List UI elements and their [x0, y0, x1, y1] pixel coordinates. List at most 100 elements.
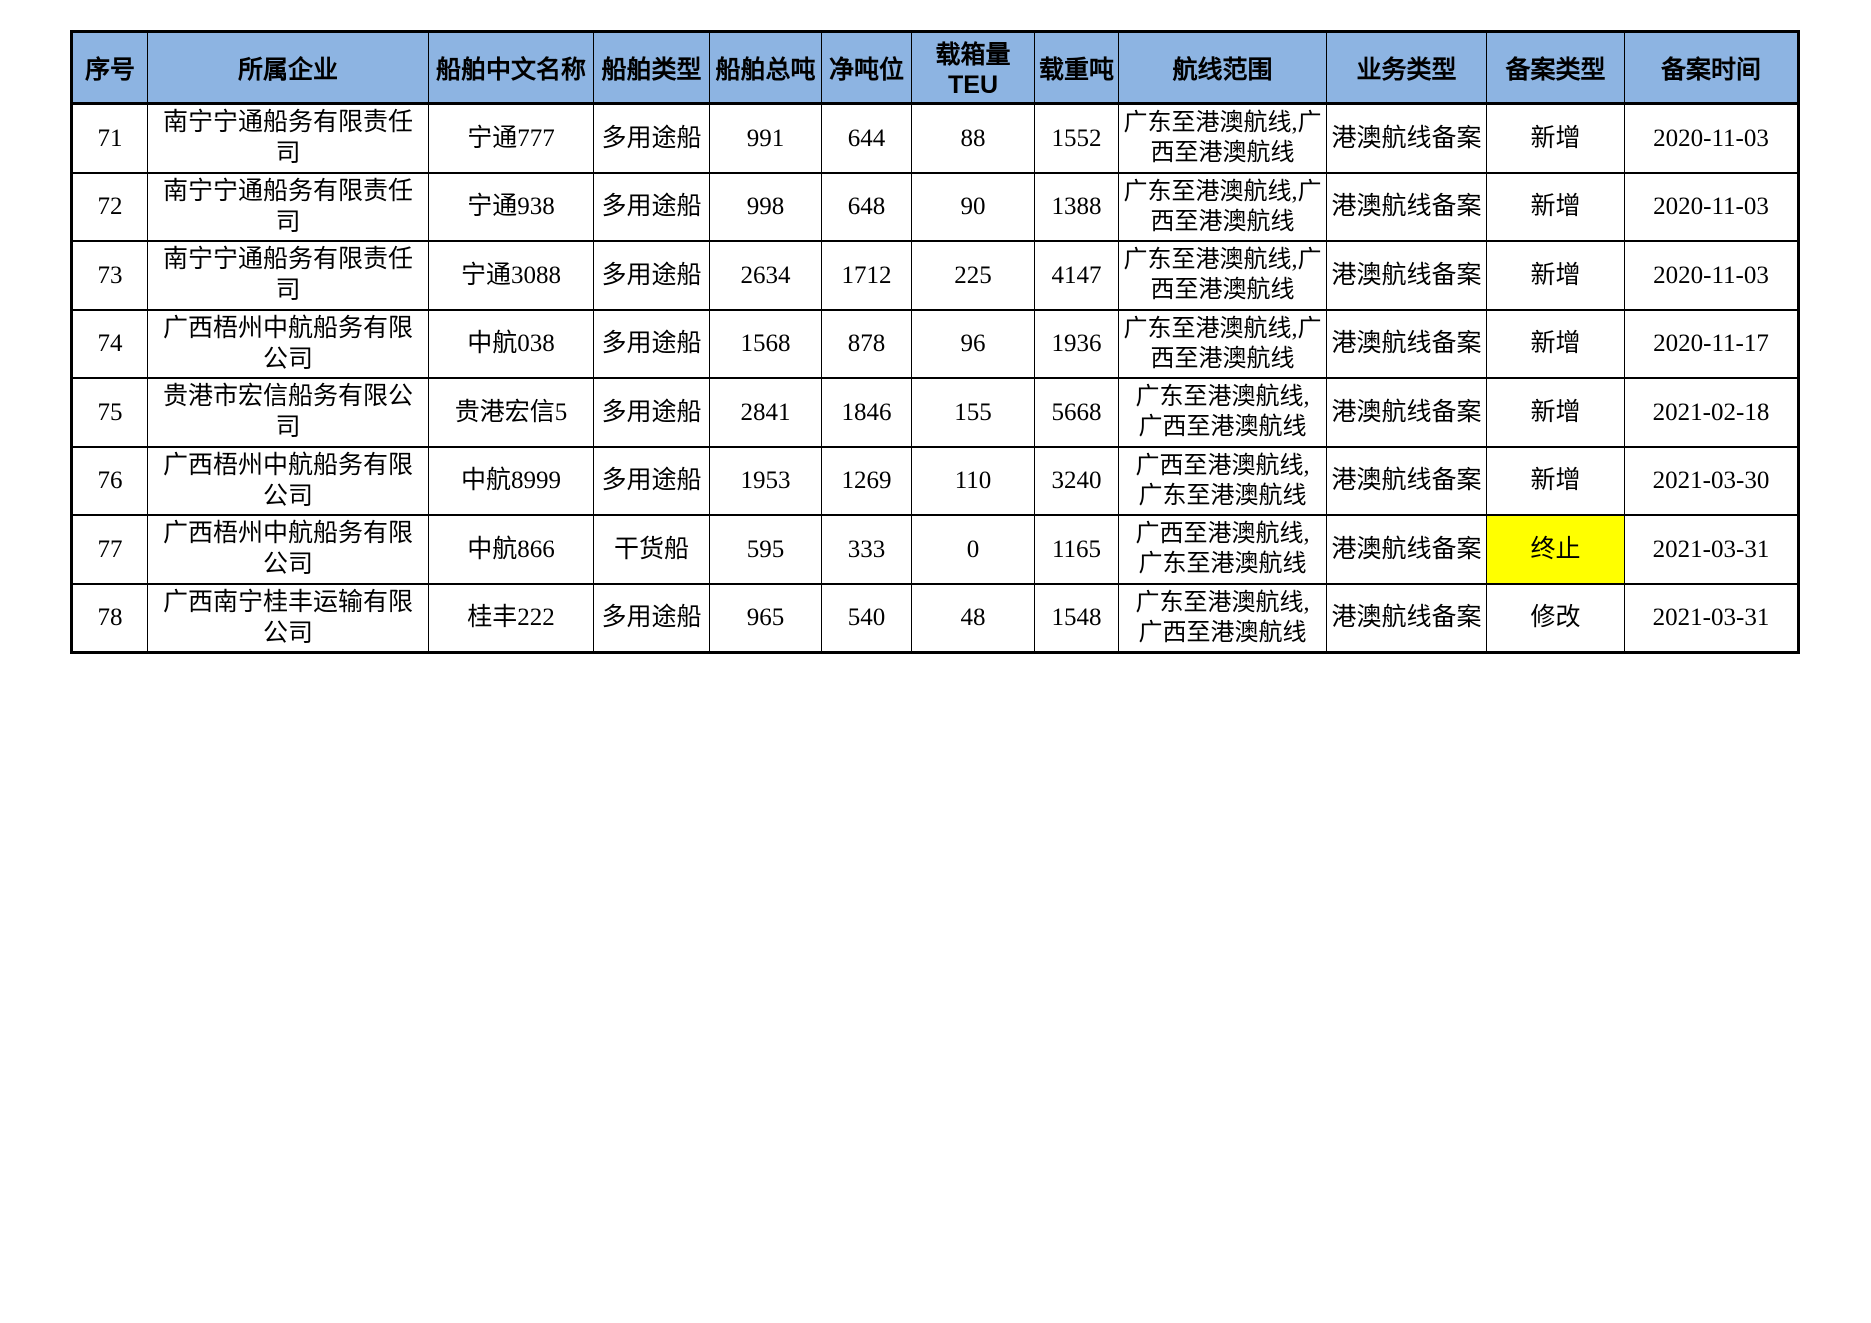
- table-cell-net_tonnage: 648: [821, 171, 912, 242]
- table-cell-ship_type: 多用途船: [593, 240, 710, 311]
- table-header-row: 序号 所属企业 船舶中文名称 船舶类型 船舶总吨 净吨位 载箱量TEU 载重吨 航线范围 业务类型…: [71, 30, 1799, 105]
- column-header-teu_capacity: 载箱量TEU: [911, 30, 1035, 105]
- table-cell-filing_type: 新增: [1486, 445, 1625, 516]
- table-cell-business_type: 港澳航线备案: [1326, 102, 1487, 174]
- table-cell-route_scope: 广西至港澳航线, 广东至港澳航线: [1118, 445, 1327, 516]
- table-cell-gross_tonnage: 965: [709, 582, 822, 654]
- table-cell-ship_type: 多用途船: [593, 308, 710, 379]
- ship-filing-table: 序号 所属企业 船舶中文名称 船舶类型 船舶总吨 净吨位 载箱量TEU 载重吨 航线范围 业务类型…: [70, 30, 1800, 654]
- table-cell-net_tonnage: 333: [821, 514, 912, 585]
- table-cell-gross_tonnage: 2634: [709, 240, 822, 311]
- column-header-route_scope: 航线范围: [1118, 30, 1327, 105]
- table-cell-teu_capacity: 96: [911, 308, 1035, 379]
- table-cell-filing_date: 2021-03-30: [1624, 445, 1799, 516]
- table-cell-ship_name_cn: 中航866: [428, 514, 594, 585]
- table-cell-route_scope: 广东至港澳航线,广西至港澳航线: [1118, 102, 1327, 174]
- table-cell-route_scope: 广东至港澳航线,广西至港澳航线: [1118, 171, 1327, 242]
- table-cell-net_tonnage: 644: [821, 102, 912, 174]
- table-cell-deadweight: 4147: [1034, 240, 1119, 311]
- table-cell-index: 78: [71, 582, 148, 654]
- table-row: 71 南宁宁通船务有限责任司 宁通777 多用途船 991 644 88 1552 广东至港澳航…: [71, 102, 1799, 174]
- column-header-company: 所属企业: [147, 30, 429, 105]
- table-cell-ship_type: 多用途船: [593, 377, 710, 448]
- table-row: 73 南宁宁通船务有限责任司 宁通3088 多用途船 2634 1712 225 4147 广东…: [71, 240, 1799, 311]
- table-cell-gross_tonnage: 1953: [709, 445, 822, 516]
- table-cell-business_type: 港澳航线备案: [1326, 377, 1487, 448]
- column-header-net_tonnage: 净吨位: [821, 30, 912, 105]
- column-header-ship_type: 船舶类型: [593, 30, 710, 105]
- table-cell-teu_capacity: 90: [911, 171, 1035, 242]
- table-cell-index: 71: [71, 102, 148, 174]
- table-cell-filing_date: 2020-11-03: [1624, 240, 1799, 311]
- table-cell-filing_date: 2021-03-31: [1624, 514, 1799, 585]
- table-cell-deadweight: 1548: [1034, 582, 1119, 654]
- table-cell-filing_type: 新增: [1486, 171, 1625, 242]
- table-cell-route_scope: 广西至港澳航线, 广东至港澳航线: [1118, 514, 1327, 585]
- table-cell-company: 南宁宁通船务有限责任司: [147, 240, 429, 311]
- table-cell-filing_date: 2021-03-31: [1624, 582, 1799, 654]
- ship-filing-sheet: 序号 所属企业 船舶中文名称 船舶类型 船舶总吨 净吨位 载箱量TEU 载重吨 航线范围 业务类型…: [70, 30, 1800, 654]
- table-cell-teu_capacity: 110: [911, 445, 1035, 516]
- table-cell-filing_date: 2020-11-03: [1624, 171, 1799, 242]
- table-cell-deadweight: 1936: [1034, 308, 1119, 379]
- table-cell-route_scope: 广东至港澳航线, 广西至港澳航线: [1118, 582, 1327, 654]
- table-cell-company: 南宁宁通船务有限责任司: [147, 102, 429, 174]
- table-cell-teu_capacity: 155: [911, 377, 1035, 448]
- table-cell-net_tonnage: 1846: [821, 377, 912, 448]
- column-header-business_type: 业务类型: [1326, 30, 1487, 105]
- table-cell-index: 75: [71, 377, 148, 448]
- table-cell-net_tonnage: 540: [821, 582, 912, 654]
- table-cell-business_type: 港澳航线备案: [1326, 514, 1487, 585]
- table-cell-filing_type: 修改: [1486, 582, 1625, 654]
- column-header-filing_date: 备案时间: [1624, 30, 1799, 105]
- table-cell-gross_tonnage: 998: [709, 171, 822, 242]
- table-cell-ship_type: 多用途船: [593, 102, 710, 174]
- table-cell-business_type: 港澳航线备案: [1326, 582, 1487, 654]
- table-cell-teu_capacity: 225: [911, 240, 1035, 311]
- table-cell-gross_tonnage: 2841: [709, 377, 822, 448]
- table-cell-index: 73: [71, 240, 148, 311]
- table-cell-filing_date: 2020-11-03: [1624, 102, 1799, 174]
- table-body: 71 南宁宁通船务有限责任司 宁通777 多用途船 991 644 88 1552 广东至港澳航…: [71, 102, 1799, 654]
- column-header-gross_tonnage: 船舶总吨: [709, 30, 822, 105]
- table-cell-business_type: 港澳航线备案: [1326, 171, 1487, 242]
- table-cell-index: 77: [71, 514, 148, 585]
- table-cell-index: 76: [71, 445, 148, 516]
- table-cell-deadweight: 1165: [1034, 514, 1119, 585]
- table-cell-ship_type: 干货船: [593, 514, 710, 585]
- table-cell-filing_date: 2020-11-17: [1624, 308, 1799, 379]
- table-cell-company: 广西梧州中航船务有限公司: [147, 514, 429, 585]
- table-cell-ship_type: 多用途船: [593, 445, 710, 516]
- table-cell-ship_name_cn: 中航8999: [428, 445, 594, 516]
- table-cell-ship_name_cn: 宁通938: [428, 171, 594, 242]
- table-cell-ship_name_cn: 中航038: [428, 308, 594, 379]
- table-cell-deadweight: 5668: [1034, 377, 1119, 448]
- table-cell-route_scope: 广东至港澳航线, 广西至港澳航线: [1118, 377, 1327, 448]
- table-cell-company: 贵港市宏信船务有限公司: [147, 377, 429, 448]
- table-cell-net_tonnage: 878: [821, 308, 912, 379]
- table-cell-route_scope: 广东至港澳航线,广西至港澳航线: [1118, 308, 1327, 379]
- table-cell-gross_tonnage: 991: [709, 102, 822, 174]
- table-row: 78 广西南宁桂丰运输有限公司 桂丰222 多用途船 965 540 48 1548 广东至港澳…: [71, 582, 1799, 654]
- column-header-deadweight: 载重吨: [1034, 30, 1119, 105]
- table-row: 74 广西梧州中航船务有限公司 中航038 多用途船 1568 878 96 1936 广东至港…: [71, 308, 1799, 379]
- table-header-row: 序号 所属企业 船舶中文名称 船舶类型 船舶总吨 净吨位 载箱量TEU 载重吨 航线范围 业务类型…: [71, 30, 1799, 105]
- table-cell-filing_type: 新增: [1486, 102, 1625, 174]
- table-cell-business_type: 港澳航线备案: [1326, 308, 1487, 379]
- table-row: 75 贵港市宏信船务有限公司 贵港宏信5 多用途船 2841 1846 155 5668 广东至…: [71, 377, 1799, 448]
- table-cell-company: 广西梧州中航船务有限公司: [147, 445, 429, 516]
- table-cell-ship_name_cn: 宁通777: [428, 102, 594, 174]
- table-cell-business_type: 港澳航线备案: [1326, 445, 1487, 516]
- column-header-ship_name_cn: 船舶中文名称: [428, 30, 594, 105]
- table-cell-net_tonnage: 1712: [821, 240, 912, 311]
- column-header-index: 序号: [71, 30, 148, 105]
- table-cell-route_scope: 广东至港澳航线,广西至港澳航线: [1118, 240, 1327, 311]
- table-cell-net_tonnage: 1269: [821, 445, 912, 516]
- column-header-filing_type: 备案类型: [1486, 30, 1625, 105]
- table-cell-index: 72: [71, 171, 148, 242]
- table-cell-ship_type: 多用途船: [593, 171, 710, 242]
- table-cell-business_type: 港澳航线备案: [1326, 240, 1487, 311]
- table-cell-filing_date: 2021-02-18: [1624, 377, 1799, 448]
- table-cell-deadweight: 1388: [1034, 171, 1119, 242]
- table-cell-deadweight: 3240: [1034, 445, 1119, 516]
